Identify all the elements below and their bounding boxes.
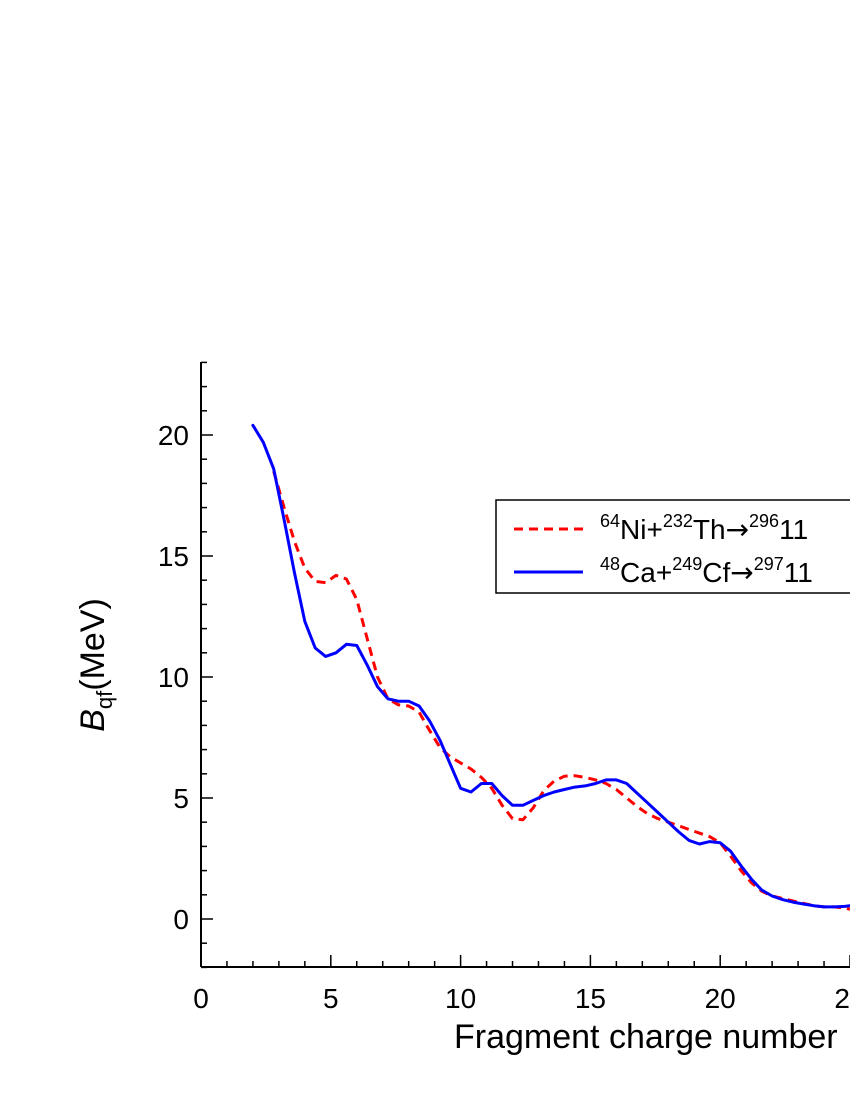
series-line-1 <box>251 423 850 909</box>
y-tick-label-0: 0 <box>173 904 189 935</box>
series-line-0 <box>272 470 850 911</box>
legend-label-1: 48Ca+249Cf→29711 <box>600 554 813 589</box>
legend-box <box>495 499 850 594</box>
x-tick-label-5: 5 <box>323 983 339 1014</box>
y-axis-label-main: B <box>74 709 112 732</box>
y-tick-label-20: 20 <box>158 420 189 451</box>
y-axis-label: Bqf(MeV) <box>74 598 117 732</box>
x-tick-label-15: 15 <box>575 983 606 1014</box>
series-group <box>251 423 850 911</box>
x-axis-label: Fragment charge number <box>454 1018 838 1056</box>
x-tick-label-20: 20 <box>705 983 736 1014</box>
y-tick-label-15: 15 <box>158 541 189 572</box>
tick-labels: 0 5 10 15 20 25 0 5 10 15 20 <box>158 420 850 1014</box>
x-tick-label-0: 0 <box>193 983 209 1014</box>
axis-ticks <box>200 361 850 969</box>
y-tick-label-5: 5 <box>173 783 189 814</box>
y-axis-label-sub: qf <box>92 690 117 709</box>
legend-label-0: 64Ni+232Th→29611 <box>600 511 808 546</box>
x-tick-label-10: 10 <box>445 983 476 1014</box>
legend: 64Ni+232Th→29611 48Ca+249Cf→29711 <box>495 499 850 594</box>
y-tick-label-10: 10 <box>158 662 189 693</box>
y-axis-label-unit: (MeV) <box>74 598 112 691</box>
x-tick-label-25: 25 <box>834 983 850 1014</box>
